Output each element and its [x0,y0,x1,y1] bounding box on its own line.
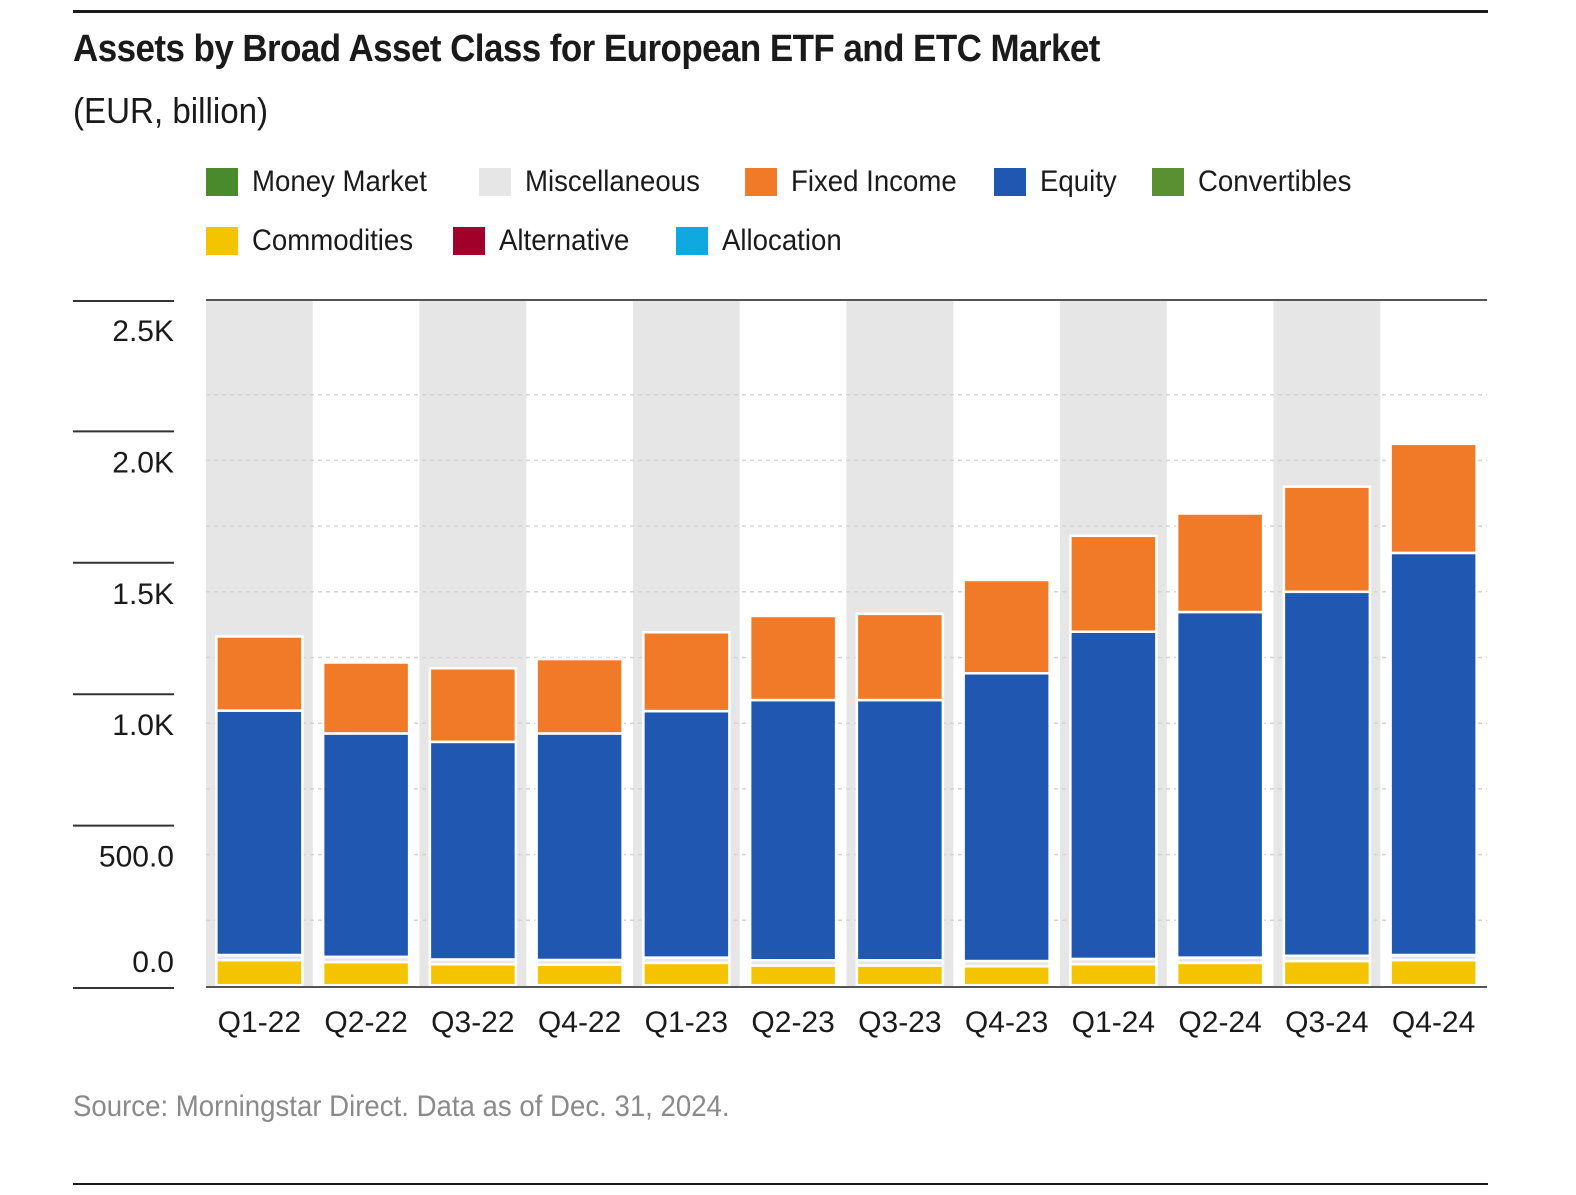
bar-segment-equity [748,698,838,962]
chart-source-note: Source: Morningstar Direct. Data as of D… [73,1090,730,1123]
legend-swatch-convertibles [1152,168,1184,196]
bottom-rule [73,1183,1488,1185]
x-tick-label: Q1-23 [645,1006,728,1039]
legend-label-allocation: Allocation [722,224,842,257]
bar-segment-equity [428,740,518,961]
bar-segment-equity [1282,590,1372,958]
x-tick-label: Q4-24 [1392,1006,1475,1039]
bar-segment-fixed-income [855,612,945,702]
bar-segment-fixed-income [962,578,1051,675]
bar-segment-fixed-income [642,631,731,713]
bar-segment-commodities [642,961,731,987]
bar-segment-equity [1389,551,1478,957]
chart-title: Assets by Broad Asset Class for European… [73,28,1100,70]
legend-item-fixed-income: Fixed Income [745,162,971,202]
legend-label-miscellaneous: Miscellaneous [525,165,700,198]
y-tick-label: 1.5K [112,578,174,611]
y-tick-label: 1.0K [112,709,174,742]
bar-segment-fixed-income [1282,485,1372,594]
bar-segment-fixed-income [1069,534,1158,633]
bar-segment-equity [1175,610,1265,959]
legend-item-allocation: Allocation [676,221,852,261]
legend-item-alternative: Alternative [453,221,641,261]
bar-segment-fixed-income [1175,512,1265,614]
bar-segment-equity [535,732,624,962]
y-tick-label: 2.5K [112,315,174,348]
x-tick-label: Q3-22 [431,1006,514,1039]
x-tick-label: Q2-24 [1178,1006,1261,1039]
bar-segment-equity [962,672,1051,963]
x-tick-label: Q3-23 [858,1006,941,1039]
legend-item-money-market: Money Market [206,162,442,202]
top-rule [73,10,1488,13]
bar-segment-commodities [855,964,945,987]
bar-segment-commodities [1282,959,1372,987]
legend-item-commodities: Commodities [206,221,427,261]
stacked-bar-chart: 0.0 500.0 1.0K 1.5K 2.0K 2.5K Q1-22 Q2-22 Q3-22 Q… [73,299,1487,1039]
legend-label-convertibles: Convertibles [1198,165,1352,198]
x-tick-label: Q2-23 [751,1006,834,1039]
bar-segment-commodities [1389,958,1478,987]
chart-subtitle: (EUR, billion) [73,90,269,131]
bar-segment-fixed-income [535,657,624,735]
legend-swatch-alternative [453,227,485,255]
bar-segment-commodities [428,962,518,987]
y-tick-label: 0.0 [132,946,174,979]
y-tick-label: 2.0K [112,446,174,479]
x-tick-label: Q3-24 [1285,1006,1368,1039]
x-tick-label: Q4-23 [965,1006,1048,1039]
x-tick-label: Q1-22 [218,1006,301,1039]
legend-item-convertibles: Convertibles [1152,162,1365,202]
bar-segment-fixed-income [748,614,838,702]
bar-segment-equity [855,698,945,962]
legend-label-equity: Equity [1040,165,1117,198]
bar-segment-fixed-income [428,667,518,744]
legend-swatch-allocation [676,227,708,255]
bar-segment-fixed-income [321,661,411,735]
bar-segment-commodities [321,960,411,987]
x-tick-label: Q2-22 [324,1006,407,1039]
bar-segment-commodities [535,963,624,987]
bar-segment-equity [1069,630,1158,961]
bar-segment-equity [642,709,731,959]
bar-segment-commodities [962,965,1051,987]
bar-segment-commodities [748,964,838,987]
bar-segment-fixed-income [215,635,304,712]
legend-label-commodities: Commodities [252,224,414,257]
bar-segment-commodities [1069,962,1158,987]
bar-segment-commodities [1175,961,1265,987]
legend-swatch-commodities [206,227,238,255]
bar-segment-fixed-income [1389,442,1478,555]
legend-label-money-market: Money Market [252,165,427,198]
y-tick-label: 500.0 [99,841,174,874]
legend-swatch-money-market [206,168,238,196]
legend-label-alternative: Alternative [499,224,630,257]
legend-label-fixed-income: Fixed Income [791,165,957,198]
legend-swatch-equity [994,168,1026,196]
legend-item-miscellaneous: Miscellaneous [479,162,715,202]
x-tick-label: Q1-24 [1072,1006,1155,1039]
x-tick-label: Q4-22 [538,1006,621,1039]
bar-segment-equity [215,709,304,957]
bar-segment-commodities [215,958,304,987]
legend-swatch-miscellaneous [479,168,511,196]
legend-swatch-fixed-income [745,168,777,196]
bar-segment-equity [321,732,411,959]
legend-item-equity: Equity [994,162,1123,202]
